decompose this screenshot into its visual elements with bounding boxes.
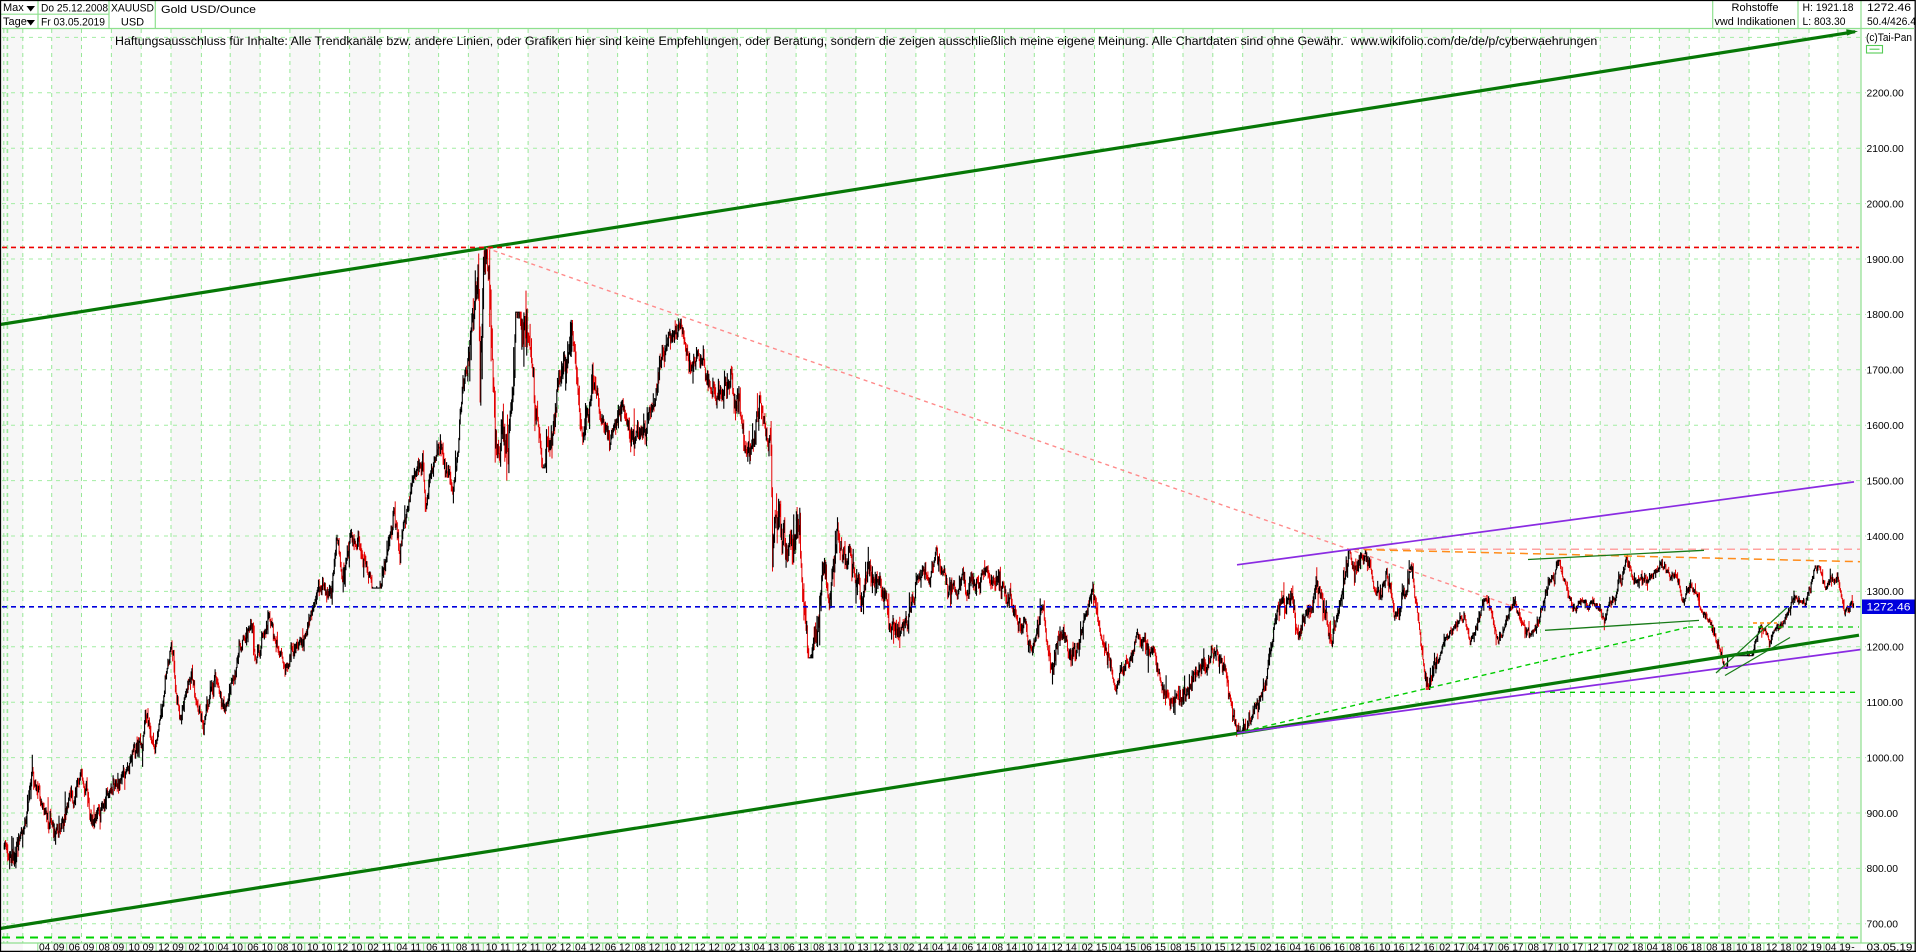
svg-text:08 14: 08 14 [992,942,1018,952]
svg-text:2200.00: 2200.00 [1867,89,1904,100]
svg-text:04 09: 04 09 [39,942,65,952]
svg-text:10 16: 10 16 [1379,942,1405,952]
svg-text:10 18: 10 18 [1736,942,1762,952]
svg-text:Haftungsausschluss für Inhalte: Haftungsausschluss für Inhalte: Alle Tre… [115,34,1597,48]
svg-text:08 15: 08 15 [1170,942,1196,952]
svg-text:10 09: 10 09 [128,942,154,952]
svg-text:12 11: 12 11 [516,942,541,952]
svg-text:L: 803.30: L: 803.30 [1803,16,1846,28]
svg-text:08 10: 08 10 [277,942,303,952]
svg-text:02 19: 02 19 [1796,942,1822,952]
svg-text:USD: USD [121,17,144,29]
svg-text:04 19: 04 19 [1825,942,1851,952]
svg-text:06 14: 06 14 [962,942,988,952]
svg-text:06 12: 06 12 [605,942,631,952]
svg-text:700.00: 700.00 [1867,920,1899,931]
svg-text:04 17: 04 17 [1468,942,1494,952]
svg-text:1200.00: 1200.00 [1867,643,1904,654]
svg-text:08 12: 08 12 [635,942,661,952]
svg-text:1272.46: 1272.46 [1867,602,1911,614]
svg-text:1600.00: 1600.00 [1867,421,1904,432]
svg-text:02 14: 02 14 [903,942,929,952]
svg-text:03.05.19: 03.05.19 [1867,942,1913,952]
svg-text:06 13: 06 13 [783,942,809,952]
svg-text:12 15: 12 15 [1230,942,1256,952]
svg-text:2000.00: 2000.00 [1867,199,1904,210]
svg-text:06 16: 06 16 [1319,942,1345,952]
svg-text:06 15: 06 15 [1140,942,1166,952]
svg-text:04 16: 04 16 [1290,942,1316,952]
svg-text:08 09: 08 09 [99,942,125,952]
svg-text:12 09: 12 09 [158,942,184,952]
svg-text:02 13: 02 13 [725,942,751,952]
svg-text:02 15: 02 15 [1082,942,1108,952]
svg-text:06 11: 06 11 [426,942,451,952]
svg-text:Fr 03.05.2019: Fr 03.05.2019 [41,17,105,29]
svg-text:Gold USD/Ounce: Gold USD/Ounce [161,4,256,16]
svg-text:H: 1921.18: H: 1921.18 [1803,2,1854,14]
svg-text:02 16: 02 16 [1260,942,1286,952]
svg-text:02 10: 02 10 [189,942,215,952]
svg-text:1900.00: 1900.00 [1867,255,1904,266]
svg-text:08 16: 08 16 [1349,942,1375,952]
svg-text:vwd Indikationen: vwd Indikationen [1715,16,1796,28]
svg-text:1400.00: 1400.00 [1867,532,1904,543]
svg-text:10 17: 10 17 [1558,942,1584,952]
svg-text:08 18: 08 18 [1706,942,1732,952]
svg-text:04 10: 04 10 [217,942,243,952]
svg-text:06 18: 06 18 [1676,942,1702,952]
svg-text:12 18: 12 18 [1766,942,1792,952]
svg-text:10 13: 10 13 [843,942,869,952]
svg-text:02 12: 02 12 [546,942,572,952]
svg-text:1700.00: 1700.00 [1867,366,1904,377]
svg-text:12 17: 12 17 [1587,942,1613,952]
svg-text:06 09: 06 09 [69,942,95,952]
svg-text:900.00: 900.00 [1867,809,1899,820]
svg-text:(c)Tai-Pan: (c)Tai-Pan [1866,32,1912,44]
svg-text:12 13: 12 13 [873,942,899,952]
svg-text:1300.00: 1300.00 [1867,587,1904,598]
svg-text:2100.00: 2100.00 [1867,144,1904,155]
svg-text:06 17: 06 17 [1498,942,1524,952]
svg-text:XAUUSD: XAUUSD [111,3,154,15]
svg-text:50.4/426.4: 50.4/426.4 [1867,16,1916,28]
svg-text:10 10: 10 10 [307,942,333,952]
svg-text:10 15: 10 15 [1200,942,1226,952]
svg-text:12 10: 12 10 [337,942,363,952]
svg-text:02 18: 02 18 [1618,942,1644,952]
svg-text:Rohstoffe: Rohstoffe [1732,2,1779,14]
svg-text:04 18: 04 18 [1647,942,1673,952]
svg-text:Do 25.12.2008: Do 25.12.2008 [41,3,108,15]
svg-text:Max: Max [3,2,24,14]
svg-text:04 12: 04 12 [575,942,601,952]
svg-text:04 11: 04 11 [396,942,421,952]
svg-text:10 11: 10 11 [486,942,511,952]
svg-text:02 11: 02 11 [368,942,393,952]
svg-text:12 16: 12 16 [1409,942,1435,952]
svg-text:02 17: 02 17 [1439,942,1465,952]
svg-text:1800.00: 1800.00 [1867,310,1904,321]
svg-text:1000.00: 1000.00 [1867,753,1904,764]
svg-text:800.00: 800.00 [1867,864,1899,875]
svg-text:12 12: 12 12 [694,942,720,952]
svg-text:1272.46: 1272.46 [1867,2,1911,14]
svg-text:04 15: 04 15 [1111,942,1137,952]
svg-text:08 17: 08 17 [1528,942,1554,952]
svg-text:-: - [1851,942,1854,952]
svg-text:1100.00: 1100.00 [1867,698,1904,709]
svg-text:06 10: 06 10 [247,942,273,952]
svg-text:08 13: 08 13 [813,942,839,952]
svg-text:12 14: 12 14 [1051,942,1077,952]
svg-text:04 14: 04 14 [932,942,958,952]
svg-text:04 13: 04 13 [754,942,780,952]
svg-text:Tage: Tage [3,16,27,28]
svg-text:10 12: 10 12 [665,942,691,952]
svg-text:10 14: 10 14 [1022,942,1048,952]
svg-text:08 11: 08 11 [456,942,481,952]
svg-text:1500.00: 1500.00 [1867,476,1904,487]
